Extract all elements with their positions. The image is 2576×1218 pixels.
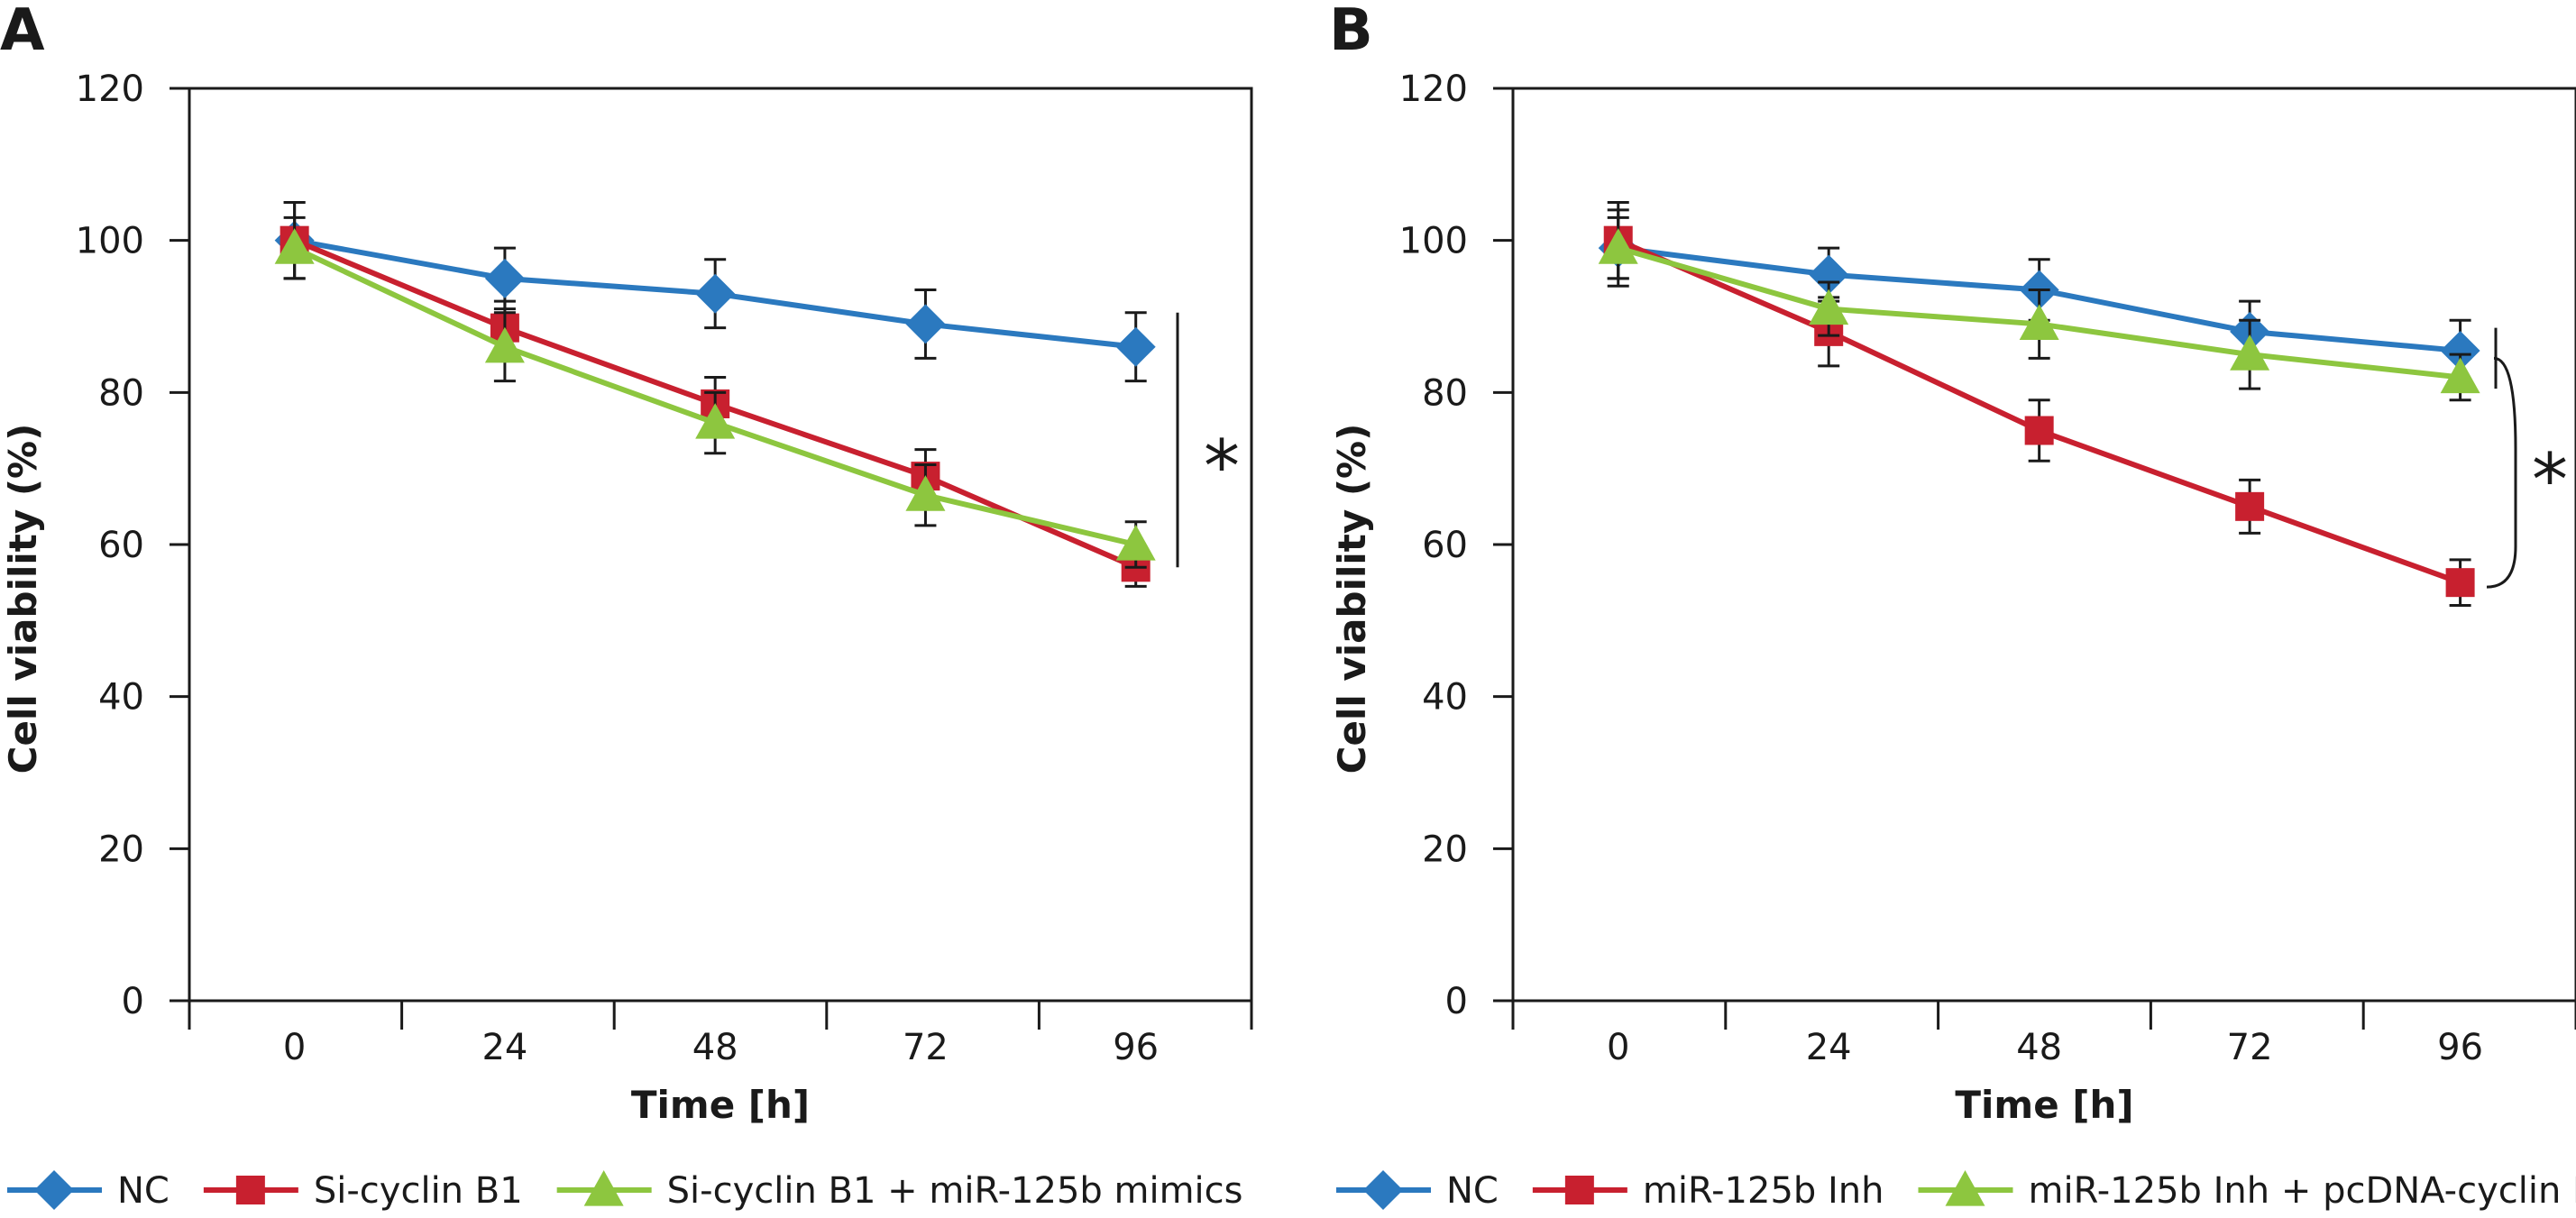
- legend-label: miR-125b Inh + pcDNA-cyclin B1: [2029, 1170, 2576, 1212]
- significance-indicator: *: [1176, 312, 1240, 568]
- legend-marker: [34, 1170, 74, 1210]
- y-tick-label: 0: [1445, 981, 1468, 1022]
- data-point: [1115, 326, 1156, 367]
- legend: NC Si-cyclin B1 Si-cyclin B1 + miR-125b mi…: [7, 1170, 1243, 1212]
- legend-item: NC: [1336, 1170, 1499, 1212]
- x-tick-label: 72: [903, 1027, 949, 1068]
- significance-star: *: [1204, 425, 1240, 508]
- y-tick-label: 80: [1422, 372, 1468, 414]
- legend-item: miR-125b Inh + pcDNA-cyclin B1: [1918, 1170, 2576, 1212]
- y-axis-title: Cell viability (%): [1330, 424, 1374, 774]
- legend-label: miR-125b Inh: [1643, 1170, 1884, 1212]
- x-tick-label: 96: [2437, 1027, 2483, 1068]
- data-point: [2440, 330, 2480, 371]
- data-point: [695, 273, 736, 314]
- x-tick-label: 24: [481, 1027, 527, 1068]
- chart-panel-a: A 0 20 40 60 80 100 120 0 24 48 72 96 Time [h] Cell vi…: [0, 0, 1253, 1212]
- data-point: [1115, 525, 1156, 561]
- legend-label: NC: [117, 1170, 170, 1212]
- series-2: [274, 215, 1156, 569]
- data-point: [2024, 416, 2054, 445]
- legend-marker: [1564, 1176, 1594, 1204]
- data-point: [2230, 334, 2270, 371]
- y-tick-label: 40: [1422, 677, 1468, 719]
- series-0: [274, 201, 1156, 383]
- legend-marker: [1363, 1170, 1403, 1210]
- data-point: [2445, 568, 2475, 598]
- x-axis-title: Time [h]: [1955, 1083, 2133, 1127]
- x-tick-label: 0: [283, 1027, 306, 1068]
- y-tick-label: 100: [1399, 221, 1468, 262]
- x-tick-label: 0: [1607, 1027, 1629, 1068]
- legend-item: Si-cyclin B1: [203, 1170, 523, 1212]
- significance-indicator: *: [2486, 327, 2568, 589]
- panel-letter: A: [0, 0, 45, 64]
- x-axis-title: Time [h]: [631, 1083, 810, 1127]
- y-tick-label: 0: [122, 981, 144, 1022]
- significance-star: *: [2532, 438, 2568, 522]
- y-tick-label: 20: [98, 829, 144, 870]
- data-point: [695, 403, 736, 439]
- legend-label: NC: [1446, 1170, 1499, 1212]
- legend-marker: [235, 1176, 265, 1204]
- y-tick-label: 100: [76, 221, 144, 262]
- legend-item: Si-cyclin B1 + miR-125b mimics: [556, 1170, 1243, 1212]
- y-tick-label: 20: [1422, 829, 1468, 870]
- x-tick-label: 24: [1806, 1027, 1852, 1068]
- series-2: [1598, 215, 2480, 402]
- x-tick-label: 96: [1113, 1027, 1159, 1068]
- y-axis-title: Cell viability (%): [1, 424, 45, 774]
- significance-bracket: [2486, 356, 2517, 589]
- data-point: [1598, 228, 1638, 264]
- y-tick-label: 120: [1399, 69, 1468, 110]
- y-tick-label: 80: [98, 372, 144, 414]
- plot-frame: [1511, 87, 2576, 1003]
- x-tick-label: 48: [692, 1027, 738, 1068]
- data-point: [905, 304, 946, 344]
- data-point: [274, 228, 315, 264]
- y-tick-label: 40: [98, 677, 144, 719]
- y-tick-label: 60: [1422, 525, 1468, 566]
- data-point: [484, 326, 525, 363]
- data-point: [2235, 491, 2265, 521]
- data-point: [1809, 254, 1849, 295]
- data-point: [484, 258, 525, 298]
- panel-letter: B: [1329, 0, 1373, 64]
- chart-panel-b: B 0 20 40 60 80 100 120 0 24 48 72 96 Time [h] Cell vi…: [1329, 0, 2576, 1212]
- legend-item: NC: [7, 1170, 170, 1212]
- x-tick-label: 48: [2016, 1027, 2062, 1068]
- legend-item: miR-125b Inh: [1532, 1170, 1884, 1212]
- y-tick-label: 120: [76, 69, 144, 110]
- plot-frame: [188, 87, 1253, 1003]
- legend-label: Si-cyclin B1 + miR-125b mimics: [667, 1170, 1243, 1212]
- y-tick-label: 60: [98, 525, 144, 566]
- data-point: [2440, 357, 2480, 394]
- legend-label: Si-cyclin B1: [314, 1170, 523, 1212]
- data-point: [2019, 304, 2059, 341]
- x-tick-label: 72: [2227, 1027, 2273, 1068]
- legend-marker: [1945, 1170, 1985, 1206]
- data-point: [905, 475, 946, 511]
- legend: NC miR-125b Inh miR-125b Inh + pcDNA-cycli…: [1336, 1170, 2576, 1212]
- data-point: [1809, 288, 1849, 325]
- legend-marker: [583, 1170, 624, 1206]
